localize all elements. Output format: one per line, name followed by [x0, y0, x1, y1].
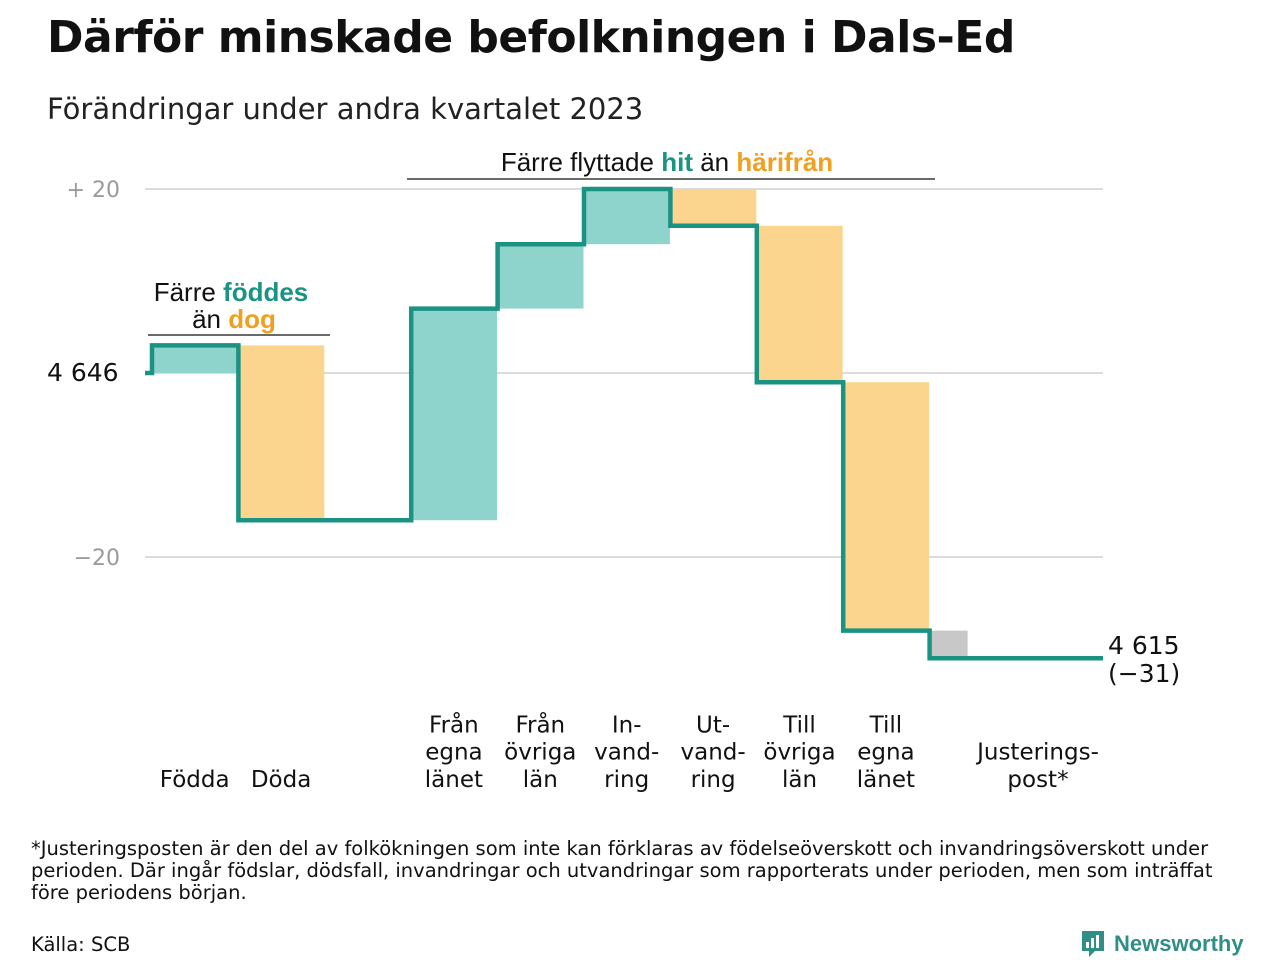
births-annotation-text: än	[192, 304, 228, 334]
y-tick-start-value: 4 646	[47, 358, 119, 387]
moves-annotation-text: än	[693, 147, 736, 177]
cumulative-line-group	[145, 186, 1103, 661]
category-label-line: övriga	[763, 740, 835, 766]
moves-annotation: Färre flyttade hit än härifrån	[501, 147, 833, 177]
bar-decrease	[843, 382, 930, 631]
moves-annotation-highlight: hit	[661, 147, 693, 177]
category-label-line: län	[782, 767, 817, 793]
category-label-line: ring	[691, 767, 736, 793]
bar-increase	[584, 189, 670, 245]
bar-increase	[152, 345, 238, 373]
end-value-label: 4 615 (−31)	[1108, 631, 1180, 688]
category-label: In-vand-ring	[594, 712, 659, 793]
bars	[152, 189, 968, 659]
category-label: Födda	[160, 767, 230, 793]
births-annotation-text: Färre	[154, 277, 223, 307]
category-label: Justerings-post*	[975, 740, 1099, 793]
category-label: Till egna länet	[857, 712, 915, 793]
category-label: Till övriga län	[763, 712, 835, 793]
category-label: Från övriga län	[504, 710, 576, 793]
category-label: Döda	[251, 767, 311, 793]
category-label-line: Födda	[160, 767, 230, 793]
births-annotation-line2: än dog	[192, 304, 276, 334]
moves-annotation-text: Färre flyttade	[501, 147, 661, 177]
category-label-line: Ut-	[696, 712, 730, 738]
chart-title: Därför minskade befolkningen i Dals-Ed	[47, 12, 1015, 63]
brand[interactable]: Newsworthy	[1080, 929, 1244, 959]
bar-decrease	[238, 345, 325, 521]
bar-adjustment	[929, 630, 968, 659]
end-value-line: (−31)	[1108, 659, 1180, 688]
category-label: Från egna länet	[425, 710, 483, 793]
births-annotation-line1: Färre föddes	[154, 277, 309, 307]
moves-annotation-highlight: härifrån	[736, 147, 833, 177]
category-label-line: Justerings-	[975, 740, 1099, 766]
category-label-line: ring	[604, 767, 649, 793]
category-label-line: egna	[425, 740, 482, 766]
y-tick-label: + 20	[67, 178, 120, 203]
births-annotation-highlight: föddes	[223, 277, 308, 307]
category-label-line: länet	[425, 767, 483, 793]
bar-increase	[411, 308, 498, 521]
bar-decrease	[756, 225, 843, 383]
brand-name: Newsworthy	[1114, 931, 1244, 956]
newsworthy-logo-icon	[1082, 931, 1104, 957]
category-label: Ut-vand-ring	[681, 712, 746, 793]
category-label-line: Till	[782, 712, 816, 738]
category-label-line: Från	[429, 710, 479, 738]
category-label-line: Döda	[251, 767, 311, 793]
category-label-line: egna	[857, 740, 914, 766]
y-tick-labels: + 20 4 646 −20	[47, 178, 120, 571]
chart-subtitle: Förändringar under andra kvartalet 2023	[47, 92, 644, 126]
category-label-line: vand-	[594, 740, 659, 766]
y-tick-label: −20	[74, 546, 120, 571]
category-label-line: övriga	[504, 740, 576, 766]
cumulative-line	[145, 186, 1103, 661]
end-value-line: 4 615	[1108, 631, 1180, 660]
category-label-line: Till	[869, 712, 903, 738]
source-label: Källa: SCB	[31, 933, 131, 956]
category-label-line: In-	[612, 712, 642, 738]
end-value-text: 4 615 (−31)	[1108, 631, 1180, 688]
category-label-line: Från	[515, 710, 565, 738]
category-label-line: post*	[1007, 767, 1068, 793]
footnote: *Justeringsposten är den del av folkökni…	[31, 837, 1213, 904]
bar-decrease	[670, 189, 757, 226]
category-label-line: länet	[857, 767, 915, 793]
category-label-line: län	[523, 767, 558, 793]
category-label-line: vand-	[681, 740, 746, 766]
births-annotation-highlight: dog	[228, 304, 276, 334]
bar-increase	[497, 244, 584, 309]
